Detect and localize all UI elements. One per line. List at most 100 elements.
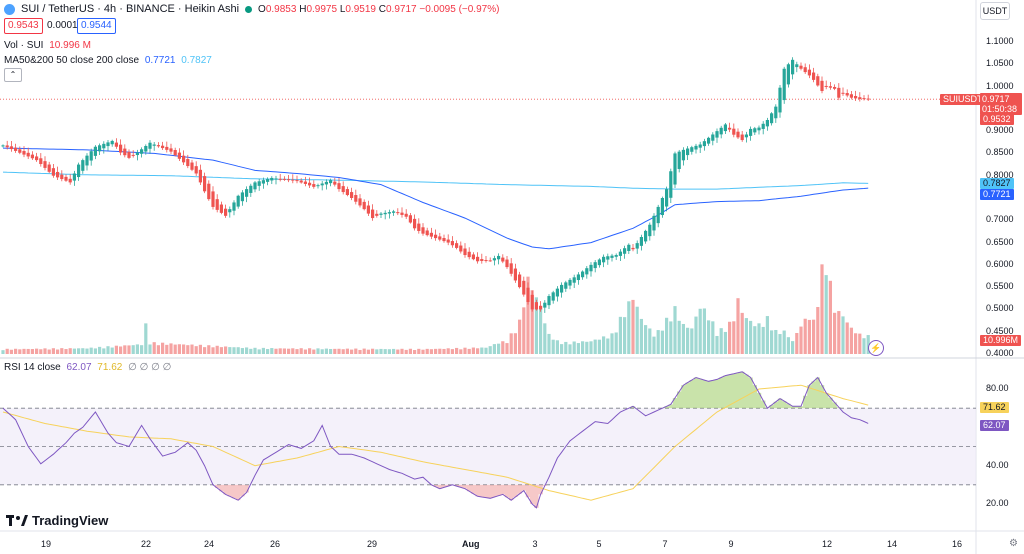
candle-body: [610, 255, 614, 258]
volume-bar: [5, 348, 9, 354]
candle-body: [114, 142, 118, 147]
volume-bar: [803, 318, 807, 354]
time-tick-label: 9: [728, 539, 734, 549]
ma-legend[interactable]: MA50&200 50 close 200 close 0.7721 0.782…: [4, 55, 212, 66]
candle-body: [203, 176, 207, 192]
volume-bar: [60, 348, 64, 354]
candle-body: [677, 151, 681, 169]
volume-bar: [354, 348, 358, 354]
time-tick-label: 12: [821, 539, 832, 549]
volume-bar: [639, 318, 643, 354]
candle-body: [316, 185, 320, 187]
candle-body: [484, 260, 488, 262]
volume-bar: [366, 349, 370, 354]
symbol-title[interactable]: SUI / TetherUS · 4h · BINANCE · Heikin A…: [21, 3, 240, 15]
currency-button[interactable]: USDT: [980, 2, 1010, 20]
volume-bar: [526, 276, 530, 354]
volume-bar: [358, 349, 362, 354]
volume-bar: [236, 347, 240, 354]
candle-body: [173, 150, 177, 156]
volume-bar: [732, 321, 736, 354]
candle-body: [383, 212, 387, 215]
candle-body: [547, 296, 551, 306]
open-value: 0.9853: [265, 3, 297, 15]
candle-body: [467, 251, 471, 258]
time-tick-label: 5: [596, 539, 602, 549]
collapse-legend-button[interactable]: ⌃: [4, 68, 22, 82]
volume-tag: 10.996M: [980, 335, 1022, 346]
volume-bar: [110, 347, 114, 354]
candle-body: [320, 183, 324, 186]
candle-body: [379, 213, 383, 215]
volume-bar: [68, 348, 72, 354]
volume-bar: [816, 307, 820, 354]
volume-bar: [807, 319, 811, 354]
candle-body: [312, 184, 316, 187]
volume-bar: [383, 349, 387, 354]
volume-bar: [749, 320, 753, 354]
candle-body: [408, 215, 412, 223]
candle-body: [51, 168, 55, 176]
candle-body: [686, 148, 690, 156]
volume-bar: [564, 341, 568, 354]
high-value: 0.9975: [306, 3, 338, 15]
candle-body: [740, 134, 744, 141]
sui-coin-icon: [4, 3, 15, 15]
buy-button[interactable]: 0.9544: [77, 18, 116, 34]
candle-body: [60, 174, 64, 180]
candle-body: [26, 152, 30, 157]
volume-bar: [81, 348, 85, 354]
price-tick-label: 0.8500: [986, 147, 1014, 158]
volume-bar: [740, 312, 744, 354]
time-tick-label: 3: [532, 539, 538, 549]
volume-bar: [379, 348, 383, 354]
candle-body: [816, 76, 820, 86]
volume-bar: [266, 349, 270, 354]
volume-bar: [539, 309, 543, 354]
ma50-line: [2, 147, 869, 250]
candle-body: [820, 80, 824, 92]
candle-body: [488, 260, 492, 262]
time-tick-label: 19: [40, 539, 51, 549]
volume-legend[interactable]: Vol · SUI 10.996 M: [4, 40, 91, 51]
candle-body: [341, 186, 345, 193]
candle-body: [635, 243, 639, 249]
volume-bar: [274, 348, 278, 354]
volume-bar: [610, 333, 614, 354]
price-tick-label: 1.0000: [986, 80, 1014, 91]
volume-bar: [492, 344, 496, 354]
volume-bar: [186, 345, 190, 354]
candle-body: [89, 151, 93, 161]
volume-bar: [144, 323, 148, 354]
volume-bar: [765, 316, 769, 354]
candle-body: [694, 145, 698, 150]
sell-button[interactable]: 0.9543: [4, 18, 43, 34]
volume-bar: [114, 345, 118, 354]
candle-body: [824, 85, 828, 87]
volume-bar: [602, 336, 606, 354]
candle-body: [551, 292, 555, 301]
candle-body: [392, 211, 396, 213]
settings-gear-icon[interactable]: ⚙: [1009, 538, 1018, 549]
price-tick-label: 0.8000: [986, 169, 1014, 180]
candle-body: [123, 148, 127, 156]
volume-bar: [476, 348, 480, 354]
candle-body: [665, 189, 669, 207]
volume-bar: [333, 348, 337, 354]
tradingview-logo[interactable]: TradingView: [6, 513, 108, 528]
lightning-icon[interactable]: ⚡: [868, 340, 884, 356]
volume-bar: [656, 330, 660, 354]
volume-bar: [547, 333, 551, 354]
candle-body: [568, 279, 572, 286]
volume-bar: [102, 348, 106, 354]
volume-bar: [123, 345, 127, 354]
candle-body: [774, 106, 778, 119]
rsi-legend[interactable]: RSI 14 close 62.07 71.62 ∅ ∅ ∅ ∅: [4, 362, 171, 373]
candle-body: [291, 179, 295, 181]
candle-body: [93, 146, 97, 156]
candle-body: [761, 123, 765, 129]
candle-body: [413, 218, 417, 229]
volume-bar: [278, 348, 282, 354]
time-tick-label: 24: [203, 539, 214, 549]
